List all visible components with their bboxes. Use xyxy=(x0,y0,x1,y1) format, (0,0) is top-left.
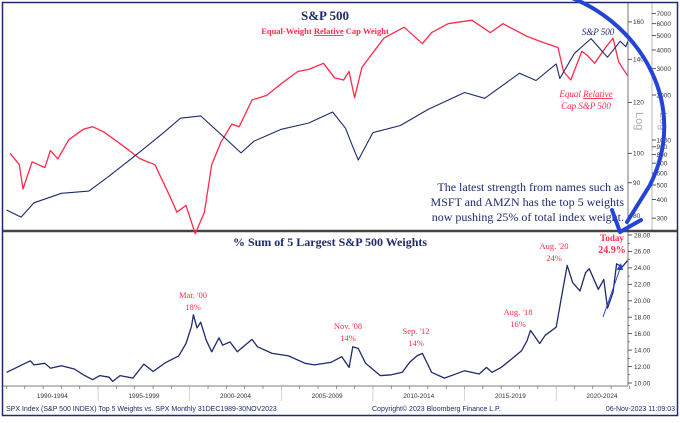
y-axis-label: 12.00 xyxy=(634,364,651,371)
outer-axis-label: 3000 xyxy=(657,66,672,73)
label-underlined: Relative xyxy=(582,89,612,99)
subtitle-part: Equal-Weight xyxy=(261,26,314,36)
subtitle-part: Cap Weight xyxy=(344,26,389,36)
footer-right: 06-Nov-2023 11:09:03 xyxy=(606,406,675,413)
peak-annotation-value: 24% xyxy=(546,253,562,263)
peak-annotation-label: Today xyxy=(600,233,624,243)
peak-annotation: Aug. '20 24% xyxy=(540,241,569,263)
x-axis-label: 2010-2014 xyxy=(403,393,434,400)
y-axis-label: 26.00 xyxy=(634,249,651,256)
bottom-y-axis: 28.00 26.00 24.00 22.00 20.00 18.00 16.00 14.00… xyxy=(628,232,651,387)
top5-weights-series xyxy=(6,260,629,383)
outer-axis-label: 6000 xyxy=(657,21,672,28)
x-axis-label: 1990-1994 xyxy=(37,393,68,400)
x-axis: 1990-1994 1995-1999 2000-2004 2005-2009 2010… xyxy=(6,386,630,401)
inner-log-label: Log xyxy=(633,112,645,130)
inner-axis-label: 140 xyxy=(633,57,644,64)
top-chart-title: S&P 500 xyxy=(301,8,349,23)
y-axis-label: 22.00 xyxy=(634,282,651,289)
equal-relative-label-line2: Cap S&P 500 xyxy=(561,101,611,111)
trend-arrow-head-icon xyxy=(616,263,623,270)
subtitle-underlined: Relative xyxy=(314,26,344,36)
peak-annotation-label: Nov. '08 xyxy=(334,321,362,331)
y-axis-label: 24.00 xyxy=(634,265,651,272)
curved-arrow-shaft xyxy=(571,0,667,224)
peak-annotation-value: 14% xyxy=(340,333,356,343)
x-axis-label: 2020-2024 xyxy=(586,393,617,400)
sp500-series xyxy=(6,38,629,218)
top5-weights-line xyxy=(6,260,629,383)
equal-relative-line xyxy=(9,19,629,235)
x-axis-label: 2005-2009 xyxy=(312,393,343,400)
peak-annotation: Nov. '08 14% xyxy=(334,321,362,343)
annotation-text-line: The latest strength from names such as xyxy=(437,180,624,194)
peak-annotation-value: 16% xyxy=(510,319,526,329)
outer-axis-label: 2000 xyxy=(657,92,672,99)
peak-annotation-value: 14% xyxy=(408,338,424,348)
peak-annotation: Today 24.9% xyxy=(598,233,626,256)
outer-axis-label: 600 xyxy=(657,170,668,177)
bottom-chart-title: % Sum of 5 Largest S&P 500 Weights xyxy=(233,235,427,249)
x-axis-label: 2000-2004 xyxy=(220,393,251,400)
outer-axis-label: 7000 xyxy=(657,11,672,18)
footer-left: SPX Index (S&P 500 INDEX) Top 5 Weights … xyxy=(6,406,277,413)
label-part: Equal xyxy=(558,89,583,99)
peak-annotation: Mar. '00 18% xyxy=(179,290,207,312)
curved-arrow-head-icon xyxy=(610,208,643,234)
outer-axis-label: 300 xyxy=(657,215,668,222)
peak-annotation-label: Aug. '18 xyxy=(504,307,533,317)
outer-axis-label: 4000 xyxy=(657,47,672,54)
peak-annotation-label: Sep. '12 xyxy=(402,326,429,336)
equal-relative-label-line1: Equal Relative xyxy=(558,89,612,99)
equal-relative-series xyxy=(9,19,629,235)
outer-axis-label: 500 xyxy=(657,182,668,189)
inner-axis-label: 120 xyxy=(633,100,644,107)
peak-annotation: Sep. '12 14% xyxy=(402,326,429,348)
trend-arrow-shaft xyxy=(602,265,622,318)
outer-axis-label: 700 xyxy=(657,160,668,167)
sp500-line xyxy=(6,38,629,218)
annotation-text-line: MSFT and AMZN has the top 5 weights xyxy=(431,195,625,209)
inner-axis-label: 90 xyxy=(633,180,641,187)
y-axis-label: 28.00 xyxy=(634,232,651,239)
y-axis-label: 18.00 xyxy=(634,315,651,322)
inner-axis-label: 100 xyxy=(633,151,644,158)
outer-axis-label: 5000 xyxy=(657,33,672,40)
peak-annotation: Aug. '18 16% xyxy=(504,307,533,329)
top-chart-subtitle: Equal-Weight Relative Cap Weight xyxy=(261,26,389,36)
sp500-series-label: S&P 500 xyxy=(582,27,615,37)
y-axis-label: 20.00 xyxy=(634,298,651,305)
inner-axis-label: 160 xyxy=(633,19,644,26)
x-axis-label: 2015-2019 xyxy=(495,393,526,400)
annotation-text-line: now pushing 25% of total index weight. xyxy=(432,210,624,224)
peak-annotation-label: Mar. '00 xyxy=(179,290,207,300)
peak-annotation-value: 24.9% xyxy=(598,245,626,256)
peak-annotation-label: Aug. '20 xyxy=(540,241,569,251)
peak-annotation-value: 18% xyxy=(185,302,201,312)
y-axis-label: 14.00 xyxy=(634,347,651,354)
outer-axis-label: 400 xyxy=(657,197,668,204)
inner-axis-label: 80 xyxy=(633,213,641,220)
footer-center: Copyright© 2023 Bloomberg Finance L.P. xyxy=(372,405,501,413)
y-axis-label: 10.00 xyxy=(634,380,651,387)
y-axis-label: 16.00 xyxy=(634,331,651,338)
x-axis-label: 1995-1999 xyxy=(128,393,159,400)
